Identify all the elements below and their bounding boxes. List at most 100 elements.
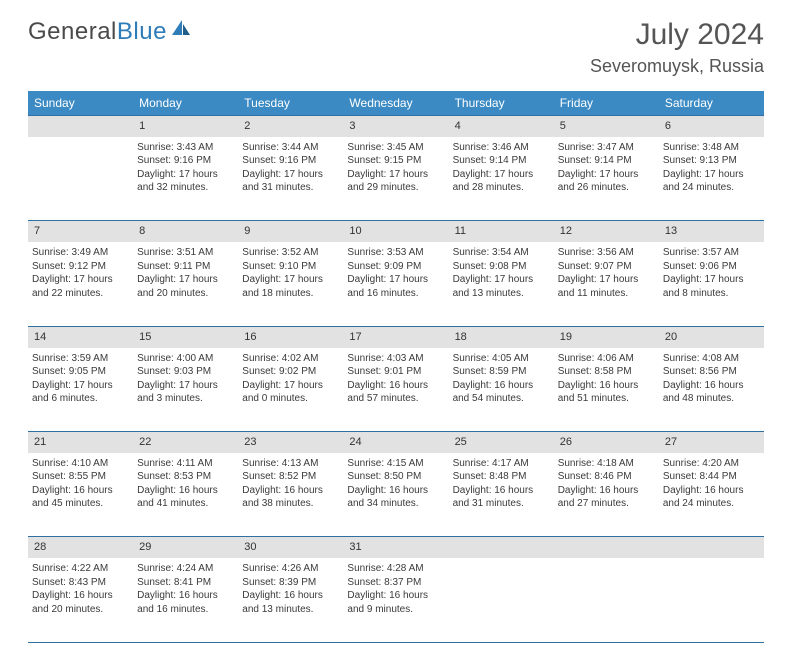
day-cell: Sunrise: 4:18 AMSunset: 8:46 PMDaylight:… xyxy=(554,453,659,537)
day2-text: and 54 minutes. xyxy=(453,392,550,406)
day-number xyxy=(449,537,554,558)
day1-text: Daylight: 17 hours xyxy=(347,273,444,287)
sunset-text: Sunset: 8:52 PM xyxy=(242,470,339,484)
day-detail: Sunrise: 4:03 AMSunset: 9:01 PMDaylight:… xyxy=(347,352,444,406)
day2-text: and 31 minutes. xyxy=(242,181,339,195)
day2-text: and 22 minutes. xyxy=(32,287,129,301)
day-detail: Sunrise: 4:00 AMSunset: 9:03 PMDaylight:… xyxy=(137,352,234,406)
day-number: 1 xyxy=(133,116,238,137)
day1-text: Daylight: 17 hours xyxy=(32,379,129,393)
day-number: 11 xyxy=(449,221,554,242)
col-monday: Monday xyxy=(133,91,238,116)
col-thursday: Thursday xyxy=(449,91,554,116)
sunset-text: Sunset: 8:55 PM xyxy=(32,470,129,484)
day1-text: Daylight: 16 hours xyxy=(558,379,655,393)
sunset-text: Sunset: 8:59 PM xyxy=(453,365,550,379)
sunrise-text: Sunrise: 3:47 AM xyxy=(558,141,655,155)
day2-text: and 48 minutes. xyxy=(663,392,760,406)
day-number: 28 xyxy=(28,537,133,558)
col-friday: Friday xyxy=(554,91,659,116)
day-number: 2 xyxy=(238,116,343,137)
sunset-text: Sunset: 9:01 PM xyxy=(347,365,444,379)
day-detail: Sunrise: 4:20 AMSunset: 8:44 PMDaylight:… xyxy=(663,457,760,511)
day-number: 15 xyxy=(133,326,238,347)
day-cell: Sunrise: 3:47 AMSunset: 9:14 PMDaylight:… xyxy=(554,137,659,221)
calendar-table: Sunday Monday Tuesday Wednesday Thursday… xyxy=(28,91,764,642)
day-cell: Sunrise: 3:57 AMSunset: 9:06 PMDaylight:… xyxy=(659,242,764,326)
sunrise-text: Sunrise: 3:46 AM xyxy=(453,141,550,155)
sunset-text: Sunset: 8:39 PM xyxy=(242,576,339,590)
day2-text: and 34 minutes. xyxy=(347,497,444,511)
day-detail: Sunrise: 3:46 AMSunset: 9:14 PMDaylight:… xyxy=(453,141,550,195)
col-tuesday: Tuesday xyxy=(238,91,343,116)
day-number: 18 xyxy=(449,326,554,347)
day2-text: and 38 minutes. xyxy=(242,497,339,511)
sunrise-text: Sunrise: 4:17 AM xyxy=(453,457,550,471)
day2-text: and 24 minutes. xyxy=(663,181,760,195)
day-cell xyxy=(449,558,554,642)
day2-text: and 24 minutes. xyxy=(663,497,760,511)
sunset-text: Sunset: 8:58 PM xyxy=(558,365,655,379)
sunrise-text: Sunrise: 4:15 AM xyxy=(347,457,444,471)
day2-text: and 9 minutes. xyxy=(347,603,444,617)
day2-text: and 18 minutes. xyxy=(242,287,339,301)
sunset-text: Sunset: 9:16 PM xyxy=(137,154,234,168)
day2-text: and 57 minutes. xyxy=(347,392,444,406)
day-number: 9 xyxy=(238,221,343,242)
sunrise-text: Sunrise: 4:18 AM xyxy=(558,457,655,471)
sunset-text: Sunset: 9:10 PM xyxy=(242,260,339,274)
day-cell: Sunrise: 4:02 AMSunset: 9:02 PMDaylight:… xyxy=(238,348,343,432)
sunrise-text: Sunrise: 3:53 AM xyxy=(347,246,444,260)
day-number: 7 xyxy=(28,221,133,242)
day-detail: Sunrise: 3:44 AMSunset: 9:16 PMDaylight:… xyxy=(242,141,339,195)
day2-text: and 13 minutes. xyxy=(242,603,339,617)
day1-text: Daylight: 17 hours xyxy=(558,273,655,287)
day-detail: Sunrise: 3:43 AMSunset: 9:16 PMDaylight:… xyxy=(137,141,234,195)
day-detail: Sunrise: 4:13 AMSunset: 8:52 PMDaylight:… xyxy=(242,457,339,511)
sunset-text: Sunset: 8:44 PM xyxy=(663,470,760,484)
day-cell: Sunrise: 4:28 AMSunset: 8:37 PMDaylight:… xyxy=(343,558,448,642)
day-cell: Sunrise: 4:22 AMSunset: 8:43 PMDaylight:… xyxy=(28,558,133,642)
sunrise-text: Sunrise: 4:05 AM xyxy=(453,352,550,366)
title-block: July 2024 Severomuysk, Russia xyxy=(590,18,764,77)
sunset-text: Sunset: 9:07 PM xyxy=(558,260,655,274)
day1-text: Daylight: 17 hours xyxy=(242,379,339,393)
day1-text: Daylight: 17 hours xyxy=(137,379,234,393)
sunset-text: Sunset: 8:50 PM xyxy=(347,470,444,484)
sunrise-text: Sunrise: 3:51 AM xyxy=(137,246,234,260)
day-number xyxy=(28,116,133,137)
day-number: 29 xyxy=(133,537,238,558)
day2-text: and 16 minutes. xyxy=(347,287,444,301)
day1-text: Daylight: 16 hours xyxy=(347,589,444,603)
sunset-text: Sunset: 8:43 PM xyxy=(32,576,129,590)
sunset-text: Sunset: 8:56 PM xyxy=(663,365,760,379)
day-cell: Sunrise: 4:26 AMSunset: 8:39 PMDaylight:… xyxy=(238,558,343,642)
day1-text: Daylight: 16 hours xyxy=(32,589,129,603)
sunrise-text: Sunrise: 3:54 AM xyxy=(453,246,550,260)
calendar-body: 123456Sunrise: 3:43 AMSunset: 9:16 PMDay… xyxy=(28,116,764,643)
day1-text: Daylight: 16 hours xyxy=(242,484,339,498)
day1-text: Daylight: 17 hours xyxy=(137,273,234,287)
sunset-text: Sunset: 8:53 PM xyxy=(137,470,234,484)
sunrise-text: Sunrise: 3:44 AM xyxy=(242,141,339,155)
day2-text: and 28 minutes. xyxy=(453,181,550,195)
day-cell: Sunrise: 4:10 AMSunset: 8:55 PMDaylight:… xyxy=(28,453,133,537)
day-detail: Sunrise: 3:49 AMSunset: 9:12 PMDaylight:… xyxy=(32,246,129,300)
day-cell: Sunrise: 4:06 AMSunset: 8:58 PMDaylight:… xyxy=(554,348,659,432)
day1-text: Daylight: 16 hours xyxy=(137,484,234,498)
day-detail: Sunrise: 4:24 AMSunset: 8:41 PMDaylight:… xyxy=(137,562,234,616)
detail-row: Sunrise: 3:59 AMSunset: 9:05 PMDaylight:… xyxy=(28,348,764,432)
day-cell: Sunrise: 3:43 AMSunset: 9:16 PMDaylight:… xyxy=(133,137,238,221)
sunset-text: Sunset: 9:09 PM xyxy=(347,260,444,274)
day2-text: and 8 minutes. xyxy=(663,287,760,301)
day-detail: Sunrise: 3:54 AMSunset: 9:08 PMDaylight:… xyxy=(453,246,550,300)
day-number: 17 xyxy=(343,326,448,347)
day-number xyxy=(554,537,659,558)
day2-text: and 51 minutes. xyxy=(558,392,655,406)
day-number: 13 xyxy=(659,221,764,242)
sunrise-text: Sunrise: 4:13 AM xyxy=(242,457,339,471)
day-number: 21 xyxy=(28,432,133,453)
day-number: 23 xyxy=(238,432,343,453)
day-cell: Sunrise: 4:24 AMSunset: 8:41 PMDaylight:… xyxy=(133,558,238,642)
day-number: 8 xyxy=(133,221,238,242)
